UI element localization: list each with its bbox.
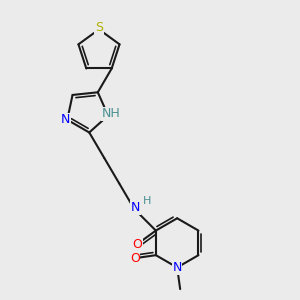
Text: S: S [95,21,103,34]
Text: O: O [130,252,140,265]
Text: H: H [143,196,151,206]
Text: N: N [61,113,70,126]
Text: N: N [172,261,182,274]
Text: N: N [131,201,140,214]
Text: O: O [132,238,142,250]
Text: NH: NH [102,107,121,121]
